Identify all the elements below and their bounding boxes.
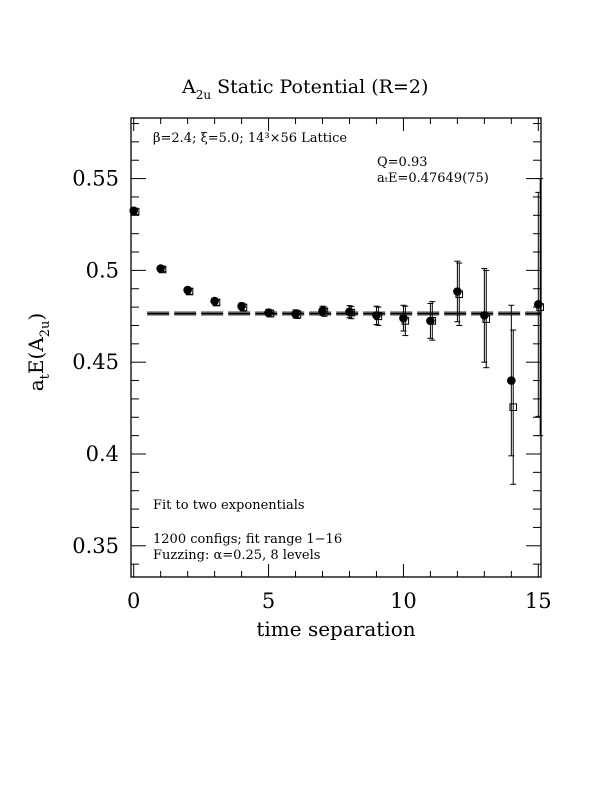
data-point-circle: [453, 287, 462, 296]
x-tick-label: 15: [525, 589, 552, 613]
annotation-energy: aₜE=0.47649(75): [377, 171, 489, 186]
data-point-square: [158, 265, 167, 274]
plot-frame: [130, 117, 542, 578]
chart-title-subscript: 2u: [196, 88, 212, 102]
data-point-circle: [291, 309, 300, 319]
y-tick-label: 0.35: [72, 534, 119, 558]
data-markers: [129, 206, 544, 411]
data-point-square: [239, 303, 248, 312]
data-point-square: [320, 307, 329, 316]
data-point-square: [293, 310, 302, 319]
data-point-square: [347, 308, 356, 317]
fit-band: [147, 311, 541, 316]
y-tick-label: 0.5: [86, 258, 119, 282]
x-axis-label: time separation: [256, 617, 415, 641]
y-axis-label: atE(A2u): [24, 313, 53, 392]
annotation-lattice: β=2.4; ξ=5.0; 14³×56 Lattice: [153, 131, 347, 146]
y-tick-label: 0.45: [72, 350, 119, 374]
data-point-square: [185, 287, 194, 296]
data-point-square: [401, 317, 410, 325]
y-tick-label: 0.4: [86, 442, 119, 466]
x-tick-label: 0: [127, 589, 140, 613]
data-point-square: [212, 298, 221, 307]
data-point-square: [374, 312, 383, 321]
data-point-square: [509, 403, 518, 411]
data-point-square: [428, 317, 437, 325]
annotation-fuzzing: Fuzzing: α=0.25, 8 levels: [153, 548, 320, 563]
axis-ticks: [131, 118, 541, 577]
annotation-fit-type: Fit to two exponentials: [153, 498, 305, 513]
error-bars: [130, 178, 544, 485]
tick-labels: 0 5 10 15 0.35 0.4 0.45 0.5 0.55: [72, 167, 551, 613]
annotation-configs: 1200 configs; fit range 1−16: [153, 532, 342, 547]
data-point-square: [482, 315, 491, 323]
x-tick-label: 10: [390, 589, 417, 613]
x-tick-label: 5: [262, 589, 275, 613]
data-point-circle: [507, 376, 516, 385]
data-point-circle: [426, 316, 435, 326]
data-point-square: [266, 309, 275, 318]
data-point-square: [455, 290, 464, 299]
chart-title: A2u Static Potential (R=2): [181, 76, 428, 102]
y-tick-label: 0.55: [72, 167, 119, 191]
annotation-q: Q=0.93: [377, 155, 428, 170]
data-point-square: [131, 207, 140, 216]
data-point-circle: [399, 313, 408, 323]
